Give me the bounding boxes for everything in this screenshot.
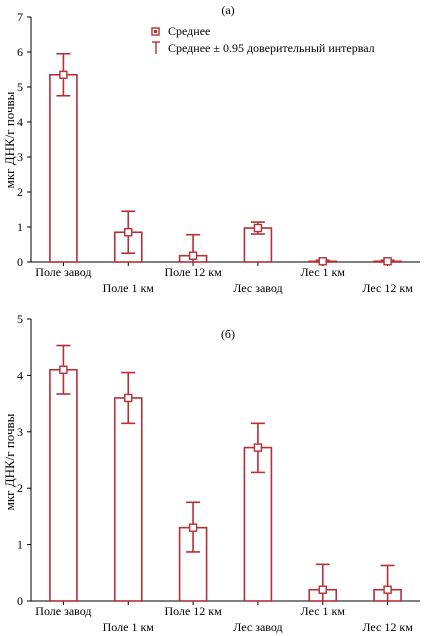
category-label-a-2: Поле 12 км: [164, 265, 222, 279]
y-tick-label-b: 3: [17, 425, 23, 439]
category-label-b-0: Поле завод: [35, 604, 91, 618]
panel-label-a: (а): [221, 3, 234, 17]
y-axis-label-b: мкг ДНК/г почвы: [2, 413, 17, 510]
category-label-a-0: Поле завод: [35, 265, 91, 279]
mean-marker-a-1: [124, 228, 133, 237]
mean-marker-b-1: [124, 393, 133, 403]
y-tick-label-b: 0: [17, 594, 23, 608]
y-tick-label-b: 5: [17, 312, 23, 326]
category-label-b-4: Лес 1 км: [301, 604, 346, 618]
legend-ci-marker-icon: [152, 41, 160, 54]
mean-marker-b-5: [383, 585, 392, 594]
bar-a-0: [49, 73, 78, 263]
legend-mean-marker-icon: [151, 27, 160, 36]
y-tick-label-a: 5: [17, 80, 23, 94]
category-label-b-2: Поле 12 км: [164, 604, 222, 618]
legend-ci-label: Среднее ± 0.95 доверительный интервал: [168, 41, 375, 55]
category-label-a-3: Лес завод: [233, 281, 282, 295]
legend-mean-label: Среднее: [168, 24, 210, 38]
mean-marker-a-2: [188, 251, 198, 260]
y-tick-label-a: 0: [17, 255, 23, 269]
chart-panel-b: (б) мкг ДНК/г почвы 0 1 2 3 4 5 Поле завод Поле…: [2, 312, 420, 634]
y-tick-label-b: 2: [17, 481, 23, 495]
y-tick-label-a: 2: [17, 185, 23, 199]
bar-b-0: [49, 368, 78, 602]
y-tick-label-b: 4: [17, 368, 23, 382]
mean-marker-a-3: [253, 223, 263, 233]
mean-marker-b-2: [188, 523, 198, 532]
category-label-a-1: Поле 1 км: [103, 281, 155, 295]
panel-label-b: (б): [221, 327, 235, 341]
y-tick-label-b: 1: [17, 538, 23, 552]
category-label-b-3: Лес завод: [233, 620, 282, 634]
category-label-a-5: Лес 12 км: [362, 281, 413, 295]
y-tick-label-a: 6: [17, 45, 23, 59]
mean-marker-b-3: [253, 443, 263, 452]
y-tick-label-a: 1: [17, 220, 23, 234]
y-tick-label-a: 7: [17, 10, 23, 24]
legend-mean-marker-inner-icon: [154, 30, 157, 33]
category-label-a-4: Лес 1 км: [301, 265, 346, 279]
y-axis-label-a: мкг ДНК/г почвы: [2, 91, 17, 188]
mean-marker-a-0: [59, 70, 68, 79]
category-label-b-5: Лес 12 км: [362, 620, 413, 634]
chart-panel-a: (а) Среднее Среднее ± 0.95 доверительный…: [2, 3, 420, 295]
legend: Среднее Среднее ± 0.95 доверительный инт…: [151, 24, 375, 55]
category-label-b-1: Поле 1 км: [103, 620, 155, 634]
mean-marker-a-4: [318, 257, 327, 266]
y-tick-label-a: 4: [17, 115, 23, 129]
mean-marker-b-4: [318, 585, 327, 594]
bar-b-1: [113, 397, 143, 602]
mean-marker-b-0: [59, 365, 68, 374]
y-tick-label-a: 3: [17, 150, 23, 164]
mean-marker-a-5: [383, 257, 392, 266]
